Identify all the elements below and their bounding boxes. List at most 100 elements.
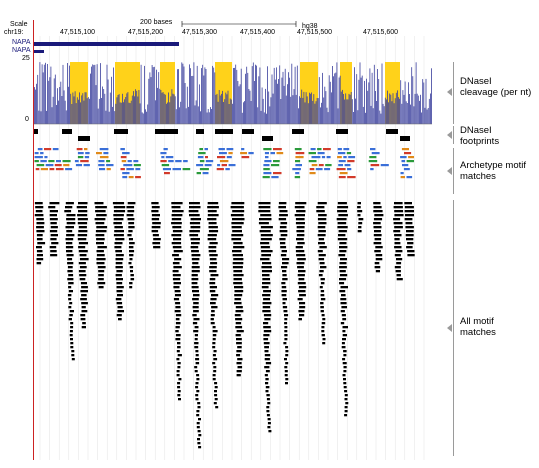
motif-match xyxy=(259,230,271,233)
signal-bar xyxy=(114,111,116,124)
motif-match xyxy=(374,238,382,241)
motif-match xyxy=(66,254,74,257)
gene-label-1[interactable]: NAPA xyxy=(12,39,31,46)
archetype-motif xyxy=(228,152,233,155)
motif-match xyxy=(263,326,271,329)
collapse-arrow-icon[interactable] xyxy=(447,324,452,332)
track-bracket-all-motifs[interactable] xyxy=(443,200,454,456)
motif-match xyxy=(151,210,159,213)
motif-match xyxy=(339,282,345,285)
position-tick-5: 47,515,500 xyxy=(297,29,333,36)
motif-match xyxy=(358,222,363,225)
signal-bar xyxy=(84,92,86,124)
gene-bar-2[interactable] xyxy=(34,50,44,53)
chrom-label: chr19: xyxy=(4,29,24,36)
signal-bar xyxy=(203,75,205,124)
signal-bar xyxy=(395,92,397,124)
archetype-motif xyxy=(337,148,342,151)
collapse-arrow-icon[interactable] xyxy=(447,167,452,175)
signal-bar xyxy=(190,68,191,124)
motif-match xyxy=(37,242,46,245)
track-bracket-footprints[interactable] xyxy=(443,126,454,144)
motif-match xyxy=(263,330,272,333)
signal-bar xyxy=(106,64,108,124)
motif-match xyxy=(81,310,88,313)
archetype-motif xyxy=(84,156,90,159)
archetype-motif xyxy=(161,156,165,159)
signal-bar xyxy=(201,68,202,124)
motif-match xyxy=(320,310,324,313)
archetype-motif xyxy=(62,160,71,163)
signal-bar xyxy=(130,100,132,124)
motif-match xyxy=(189,214,200,217)
motif-match xyxy=(65,226,74,229)
motif-match xyxy=(318,254,326,257)
gene-bar-1[interactable] xyxy=(34,42,179,46)
motif-match xyxy=(394,214,404,217)
track-bracket-archetype[interactable] xyxy=(443,148,454,194)
signal-bar xyxy=(63,90,65,124)
collapse-arrow-icon[interactable] xyxy=(447,88,452,96)
motif-match xyxy=(190,246,199,249)
motif-match xyxy=(193,330,199,333)
motif-match xyxy=(284,370,288,373)
signal-bar xyxy=(109,92,111,124)
motif-match xyxy=(375,254,383,257)
motif-match xyxy=(234,294,243,297)
signal-bar xyxy=(244,101,245,124)
signal-bar xyxy=(91,66,92,124)
motif-match xyxy=(298,286,307,289)
motif-match xyxy=(233,274,244,277)
archetype-motif xyxy=(241,148,245,151)
archetype-motif xyxy=(368,160,378,163)
motif-match xyxy=(79,274,87,277)
signal-bar xyxy=(273,67,275,124)
signal-bar xyxy=(46,110,47,124)
archetype-motif xyxy=(160,160,167,163)
signal-bar xyxy=(69,65,70,124)
motif-match xyxy=(172,278,181,281)
track-bracket-dnase[interactable] xyxy=(443,62,454,124)
motif-match xyxy=(77,218,88,221)
signal-bar xyxy=(221,93,222,124)
motif-match xyxy=(67,278,74,281)
motif-match xyxy=(194,342,199,345)
motif-match xyxy=(260,242,270,245)
signal-bar xyxy=(240,68,242,124)
motif-match xyxy=(177,362,181,365)
archetype-motif xyxy=(325,164,332,167)
motif-match xyxy=(115,254,124,257)
signal-bar xyxy=(78,99,79,124)
signal-bar xyxy=(250,101,252,124)
archetype-motif xyxy=(34,160,39,163)
gene-label-2[interactable]: NAPA xyxy=(12,47,31,54)
signal-bar xyxy=(38,110,40,124)
signal-bar xyxy=(226,94,228,124)
signal-bar xyxy=(184,83,186,124)
signal-bar xyxy=(105,110,107,124)
archetype-motif xyxy=(295,156,304,159)
signal-bar xyxy=(227,90,229,124)
signal-bar xyxy=(430,93,431,124)
motif-match xyxy=(341,342,345,345)
signal-bar xyxy=(96,64,98,124)
motif-match xyxy=(297,258,306,261)
signal-bar xyxy=(265,88,266,124)
all-motif-track xyxy=(34,202,415,449)
collapse-arrow-icon[interactable] xyxy=(447,131,452,139)
archetype-motif xyxy=(217,164,221,167)
motif-match xyxy=(316,206,325,209)
motif-match xyxy=(282,258,290,261)
signal-bar xyxy=(179,107,180,124)
motif-match xyxy=(69,330,73,333)
motif-match xyxy=(298,310,305,313)
motif-match xyxy=(195,358,200,361)
motif-match xyxy=(299,314,305,317)
motif-match xyxy=(78,226,87,229)
motif-match xyxy=(113,206,126,209)
motif-match xyxy=(264,354,271,357)
signal-bar xyxy=(191,76,193,124)
archetype-motif xyxy=(135,168,141,171)
motif-match xyxy=(320,290,325,293)
signal-bar xyxy=(294,66,296,124)
